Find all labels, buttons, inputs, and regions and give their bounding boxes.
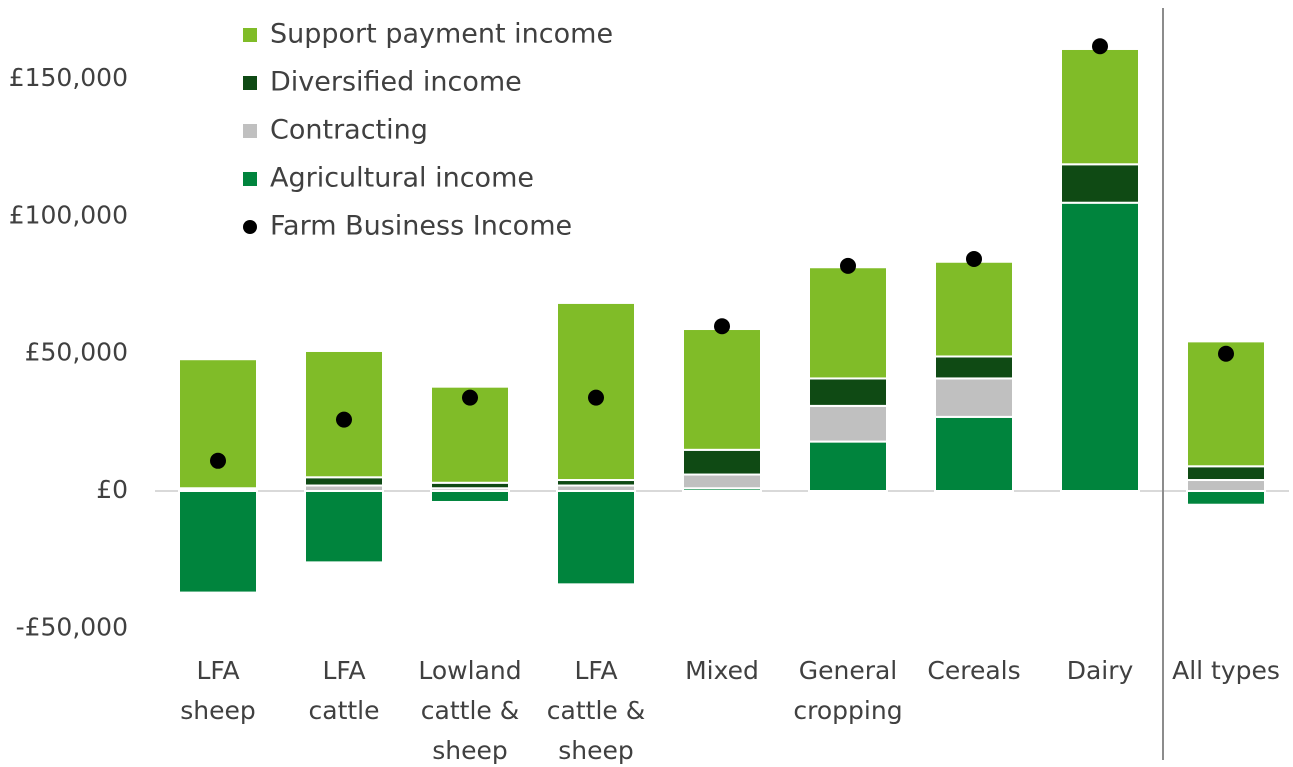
- legend-label: Agricultural income: [270, 163, 534, 194]
- x-tick-label: cattle: [309, 696, 380, 725]
- bar-segment: [682, 448, 762, 476]
- x-tick-label: sheep: [180, 696, 256, 725]
- legend-label: Farm Business Income: [270, 211, 572, 242]
- legend-marker: [243, 172, 257, 186]
- bar-segment: [178, 490, 258, 594]
- bar-segment: [1186, 490, 1266, 506]
- x-tick-label: cattle &: [547, 696, 645, 725]
- bar-segment: [934, 260, 1014, 358]
- bar-segment: [1186, 465, 1266, 482]
- x-tick-label: LFA: [322, 656, 365, 685]
- x-tick-label: LFA: [196, 656, 239, 685]
- bar-segment: [1186, 479, 1266, 493]
- legend-label: Contracting: [270, 115, 428, 146]
- bar-segment: [178, 358, 258, 490]
- bar-segment: [1060, 47, 1140, 166]
- bar-segment: [1060, 163, 1140, 204]
- dot: [462, 389, 478, 406]
- x-tick-label: cattle &: [421, 696, 519, 725]
- bar-segment: [682, 473, 762, 490]
- bar-segment: [682, 328, 762, 451]
- legend-marker: [243, 124, 257, 138]
- dot: [966, 251, 982, 268]
- x-tick-label: All types: [1172, 656, 1280, 685]
- legend-marker: [243, 28, 257, 42]
- dot: [1092, 38, 1108, 55]
- y-tick-label: £0: [96, 475, 128, 504]
- x-tick-label: Dairy: [1067, 656, 1134, 685]
- y-tick-label: £50,000: [25, 338, 128, 367]
- legend-label: Support payment income: [270, 19, 613, 50]
- dot: [714, 318, 730, 335]
- x-tick-label: Cereals: [927, 656, 1020, 685]
- bar-segment: [808, 377, 888, 407]
- bar-segment: [934, 355, 1014, 380]
- y-tick-label: £100,000: [9, 200, 128, 229]
- dot: [840, 257, 856, 274]
- legend-label: Diversified income: [270, 67, 522, 98]
- x-tick-label: cropping: [793, 696, 902, 725]
- bar-segment: [1186, 340, 1266, 468]
- x-tick-label: Lowland: [418, 656, 521, 685]
- y-tick-label: £150,000: [9, 63, 128, 92]
- x-tick-label: LFA: [574, 656, 617, 685]
- x-tick-label: sheep: [558, 736, 634, 765]
- dot: [588, 389, 604, 406]
- x-tick-label: General: [799, 656, 898, 685]
- x-tick-label: sheep: [432, 736, 508, 765]
- bar-segment: [808, 404, 888, 443]
- bar-segment: [556, 490, 636, 586]
- bar-segment: [808, 266, 888, 380]
- x-tick-label: Mixed: [685, 656, 759, 685]
- dot: [336, 411, 352, 428]
- dot: [1218, 345, 1234, 362]
- bar-segment: [808, 440, 888, 492]
- bar-segment: [934, 377, 1014, 418]
- bar-segment: [304, 476, 384, 487]
- bar-segment: [934, 415, 1014, 493]
- bar-segment: [430, 490, 510, 503]
- y-tick-label: -£50,000: [16, 612, 128, 641]
- dot: [210, 452, 226, 469]
- bar-segment: [304, 490, 384, 564]
- legend-marker: [243, 220, 257, 234]
- legend-marker: [243, 76, 257, 90]
- bar-segment: [1060, 201, 1140, 493]
